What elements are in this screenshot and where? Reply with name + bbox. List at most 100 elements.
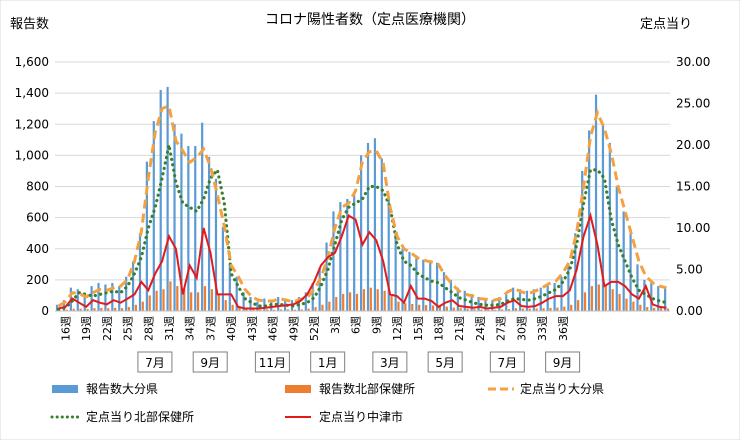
week-tick-label: 16週	[59, 316, 72, 341]
bar-hokubu-reports	[487, 309, 490, 311]
bar-oita-reports	[601, 124, 605, 311]
bar-oita-reports	[304, 292, 307, 311]
legend: 報告数大分県 報告数北部保健所 定点当り大分県 定点当り北部保健所 定点当り中津…	[50, 381, 604, 424]
bar-hokubu-reports	[659, 308, 663, 311]
month-label-jan: 1月	[318, 356, 338, 370]
bar-oita-reports	[664, 287, 667, 311]
bar-oita-reports	[62, 300, 66, 311]
bar-hokubu-reports	[196, 292, 200, 311]
week-tick-label: 34週	[184, 316, 197, 341]
week-tick-label: 18週	[433, 316, 446, 341]
bar-oita-reports	[131, 261, 135, 311]
month-box	[137, 351, 173, 373]
week-tick-label: 33週	[536, 316, 549, 341]
bar-hokubu-reports	[507, 309, 511, 311]
bar-oita-reports	[332, 211, 335, 311]
week-tick-label: 25週	[122, 316, 135, 341]
right-tick-label: 0.00	[676, 304, 703, 318]
bar-hokubu-reports	[390, 295, 393, 311]
month-box	[254, 351, 290, 373]
week-tick-label: 12週	[391, 316, 404, 341]
bar-oita-reports	[104, 284, 107, 311]
bar-hokubu-reports	[618, 293, 621, 311]
bar-oita-reports	[207, 156, 211, 311]
month-box	[192, 351, 228, 373]
month-label-nov: 11月	[259, 356, 286, 370]
lines-layer	[56, 103, 669, 311]
week-tick-label: 19週	[80, 316, 93, 341]
month-label-sep-2: 9月	[553, 356, 573, 370]
bar-hokubu-reports	[141, 301, 144, 311]
bar-oita-reports	[394, 233, 397, 311]
line-hokubu-per-site	[56, 144, 669, 311]
bar-oita-reports	[408, 251, 411, 311]
bar-hokubu-reports	[639, 304, 642, 311]
bar-hokubu-reports	[279, 309, 283, 311]
bar-hokubu-reports	[293, 309, 296, 311]
bar-oita-reports	[55, 304, 59, 311]
bar-oita-reports	[456, 287, 459, 311]
week-tick-label: 15週	[412, 316, 425, 341]
bar-hokubu-reports	[590, 286, 594, 311]
left-tick-label: 0	[41, 304, 49, 318]
bar-hokubu-reports	[521, 308, 524, 311]
left-tick-label: 600	[26, 211, 49, 225]
bar-hokubu-reports	[134, 304, 137, 311]
bar-oita-reports	[525, 290, 529, 311]
left-tick-label: 1,200	[15, 117, 49, 131]
axes-layer: 0 200 400 600 800 1,000 1,200 1,400 1,600 0.00 5.0…	[15, 55, 711, 341]
right-axis-label: 定点当り	[640, 17, 692, 32]
bar-oita-reports	[401, 248, 404, 311]
bar-hokubu-reports	[100, 307, 103, 311]
line-nakatsu-per-site	[58, 211, 667, 310]
bar-hokubu-reports	[480, 309, 483, 311]
bar-hokubu-reports	[107, 308, 110, 311]
left-tick-label: 1,400	[15, 86, 49, 100]
week-tick-label: 21週	[453, 316, 466, 341]
bar-oita-reports	[567, 264, 570, 311]
bar-hokubu-reports	[114, 307, 117, 311]
right-tick-label: 15.00	[676, 180, 710, 194]
bar-oita-reports	[173, 124, 176, 311]
month-label-mar: 3月	[380, 356, 400, 370]
bar-oita-reports	[353, 192, 356, 311]
bar-oita-reports	[539, 287, 542, 311]
bar-hokubu-reports	[238, 306, 241, 311]
bar-hokubu-reports	[383, 290, 386, 311]
bar-hokubu-reports	[259, 309, 262, 311]
week-tick-label: 49週	[287, 316, 300, 341]
legend-swatch-oita-reports	[52, 385, 78, 393]
bar-hokubu-reports	[335, 296, 338, 311]
bar-hokubu-reports	[348, 292, 352, 311]
bar-hokubu-reports	[183, 289, 186, 311]
month-label-jul: 7月	[145, 356, 165, 370]
bar-hokubu-reports	[542, 308, 545, 311]
legend-label-oita-reports: 報告数大分県	[86, 381, 158, 396]
right-tick-label: 5.00	[676, 263, 703, 277]
bar-hokubu-reports	[176, 286, 179, 311]
bar-oita-reports	[76, 289, 79, 311]
bar-oita-reports	[166, 86, 169, 312]
bar-hokubu-reports	[459, 308, 462, 311]
bar-hokubu-reports	[452, 307, 455, 311]
week-tick-label: 46週	[267, 316, 280, 341]
bar-hokubu-reports	[411, 303, 414, 311]
bar-oita-reports	[643, 279, 646, 311]
bar-hokubu-reports	[79, 308, 82, 311]
bar-oita-reports	[249, 296, 252, 311]
right-tick-label: 20.00	[676, 138, 710, 152]
bar-hokubu-reports	[583, 292, 587, 311]
bar-oita-reports	[201, 122, 204, 311]
week-tick-label: 3週	[329, 316, 342, 334]
bar-oita-reports	[221, 226, 224, 311]
month-label-sep: 9月	[200, 356, 220, 370]
bar-hokubu-reports	[556, 307, 559, 311]
week-tick-label: 6週	[350, 316, 363, 334]
bar-oita-reports	[650, 282, 653, 311]
week-tick-label: 40週	[225, 316, 238, 341]
bar-oita-reports	[657, 286, 660, 311]
bar-oita-reports	[180, 133, 183, 311]
bar-oita-reports	[277, 296, 280, 311]
